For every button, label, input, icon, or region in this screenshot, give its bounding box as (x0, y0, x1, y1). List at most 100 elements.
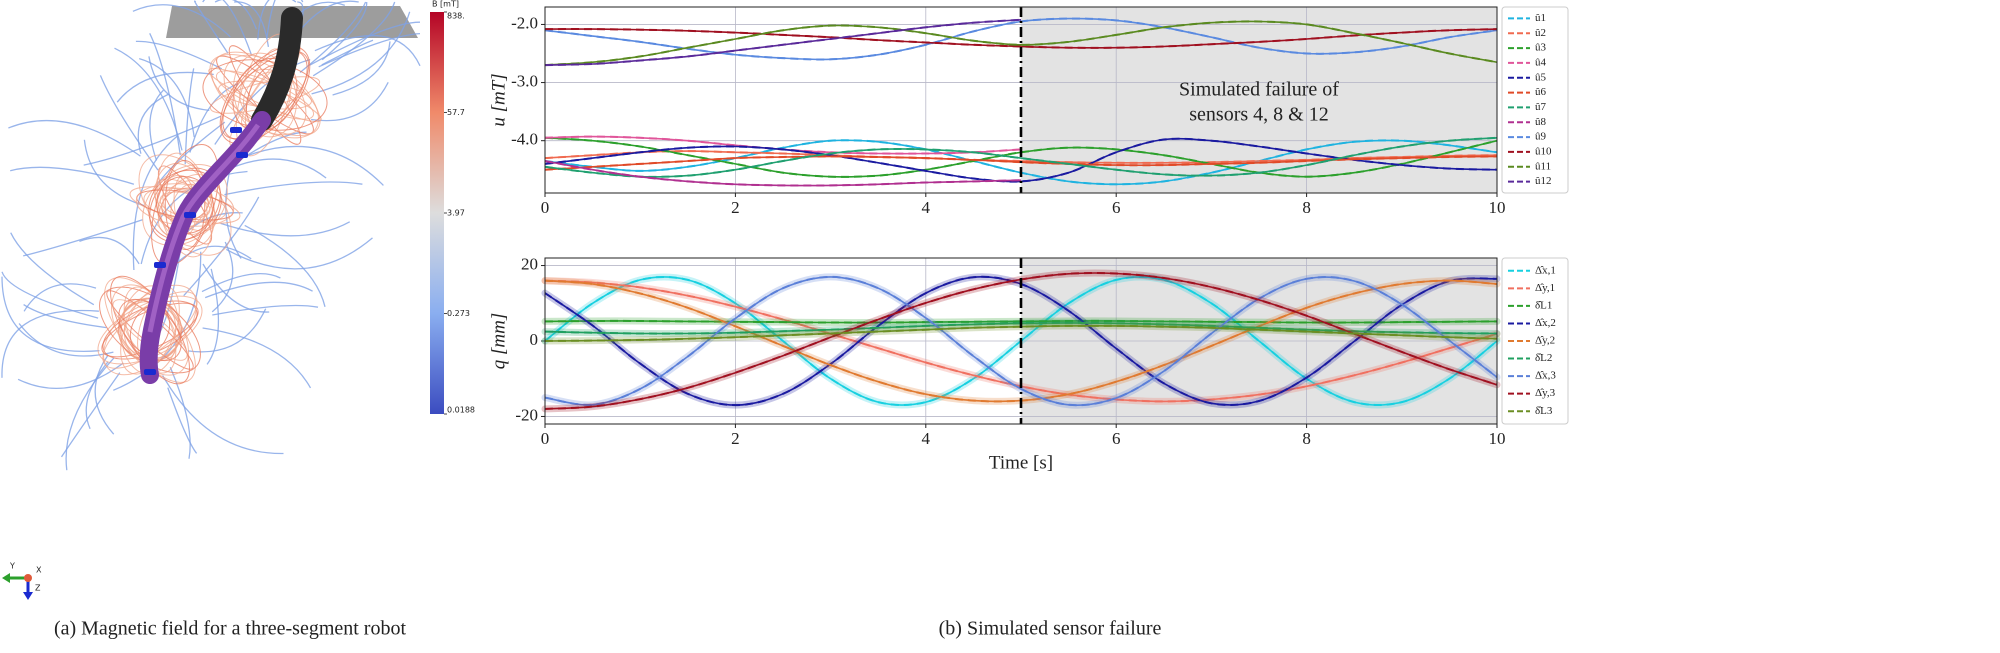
colorbar-tick-label: 838. (447, 12, 465, 21)
field-line (244, 224, 326, 307)
plot-frame (544, 257, 1498, 425)
field-line (23, 219, 143, 257)
legend-label: Δ̂y,1 (1535, 282, 1555, 294)
y-axis-label: q [mm] (488, 313, 509, 369)
series-estimate (544, 160, 1022, 187)
annotation: Simulated failure of (1179, 79, 1339, 101)
field-line (321, 39, 374, 66)
field-loop (97, 295, 203, 365)
field-line (18, 323, 114, 357)
x-tick-label: 2 (731, 429, 740, 448)
triad-origin (24, 574, 32, 582)
legend-box (1501, 257, 1569, 425)
field-line (85, 361, 109, 430)
field-line (135, 40, 223, 70)
field-line (214, 58, 311, 145)
y-tick-label: -2.0 (511, 13, 538, 32)
field-line (1, 271, 99, 319)
field-line (10, 166, 135, 185)
legend-label: δ̂L3 (1535, 405, 1553, 417)
x-tick-label: 2 (731, 198, 740, 217)
field-line (299, 1, 367, 74)
legend-label: Δ̂x,3 (1535, 370, 1556, 382)
colorbar (430, 12, 444, 414)
legend-label: û7 (1535, 101, 1547, 113)
magnetic-field-render: B [mT] 838. 57.7 3.97 0.273 0.0188 Y XZ (1, 0, 475, 600)
field-line (311, 82, 389, 122)
field-line (174, 245, 252, 266)
field-loop (222, 49, 308, 141)
field-line (206, 268, 220, 365)
x-axis-label: Time [s] (989, 452, 1053, 473)
legend-label: Δ̂y,2 (1535, 335, 1555, 347)
robot-highlight (147, 123, 261, 333)
x-tick-label: 10 (1489, 429, 1506, 448)
field-line (183, 196, 260, 297)
legend-label: û9 (1535, 131, 1547, 143)
colorbar-tick-label: 3.97 (447, 208, 465, 217)
legend-label: Δ̂y,3 (1535, 387, 1556, 399)
y-tick-label: -20 (515, 405, 538, 424)
legend-label: û12 (1535, 175, 1552, 187)
field-line (321, 1, 368, 61)
field-line (99, 75, 159, 171)
x-tick-label: 6 (1112, 429, 1121, 448)
legend-label: û6 (1535, 86, 1547, 98)
series-estimate (544, 324, 1498, 342)
triad-arrow (2, 573, 10, 583)
field-line (132, 135, 178, 271)
field-line (167, 387, 198, 454)
field-line (1, 309, 99, 378)
field-loop (111, 284, 189, 376)
triad-label: Z (35, 584, 41, 593)
x-tick-label: 8 (1302, 198, 1311, 217)
sensor (230, 127, 242, 133)
sensor (154, 262, 166, 268)
field-line (212, 304, 319, 316)
field-loop (118, 298, 182, 362)
x-tick-label: 4 (922, 429, 931, 448)
field-line (332, 41, 391, 96)
field-line (311, 11, 411, 95)
series-estimate (544, 319, 1498, 324)
field-line (201, 273, 281, 293)
legend-label: û2 (1535, 27, 1546, 39)
x-tick-label: 6 (1112, 198, 1121, 217)
field-line (318, 32, 421, 68)
field-line (10, 232, 95, 306)
triad-label: X (36, 566, 42, 575)
y-tick-label: 0 (530, 330, 539, 349)
field-line (202, 327, 312, 389)
field-line (202, 0, 253, 56)
sensor (144, 369, 156, 375)
field-line (94, 355, 115, 435)
field-line (225, 237, 373, 270)
field-loop (219, 45, 311, 145)
field-line (220, 221, 351, 237)
field-line (60, 372, 121, 458)
x-tick-label: 4 (922, 198, 931, 217)
field-line (189, 83, 239, 153)
triad-label: Y (9, 562, 15, 571)
series-estimate (544, 279, 1498, 403)
legend-box (1501, 6, 1569, 194)
field-line (234, 1, 270, 47)
field-line (65, 357, 115, 471)
legend-label: û1 (1535, 12, 1546, 24)
field-line (266, 0, 304, 39)
field-line (233, 145, 384, 186)
legend-label: Δ̂x,2 (1535, 317, 1556, 329)
field-line (139, 57, 195, 138)
series-estimate (544, 321, 1498, 335)
field-line (83, 139, 145, 207)
colorbar-tick-label: 57.7 (447, 108, 465, 117)
field-line (194, 0, 229, 54)
field-loop (110, 275, 190, 385)
colorbar-tick-label: 0.273 (447, 309, 470, 318)
field-line (162, 375, 284, 455)
series-estimate (544, 28, 1498, 49)
field-loop (164, 160, 206, 250)
field-line (202, 263, 270, 313)
series-estimate (544, 136, 1498, 178)
